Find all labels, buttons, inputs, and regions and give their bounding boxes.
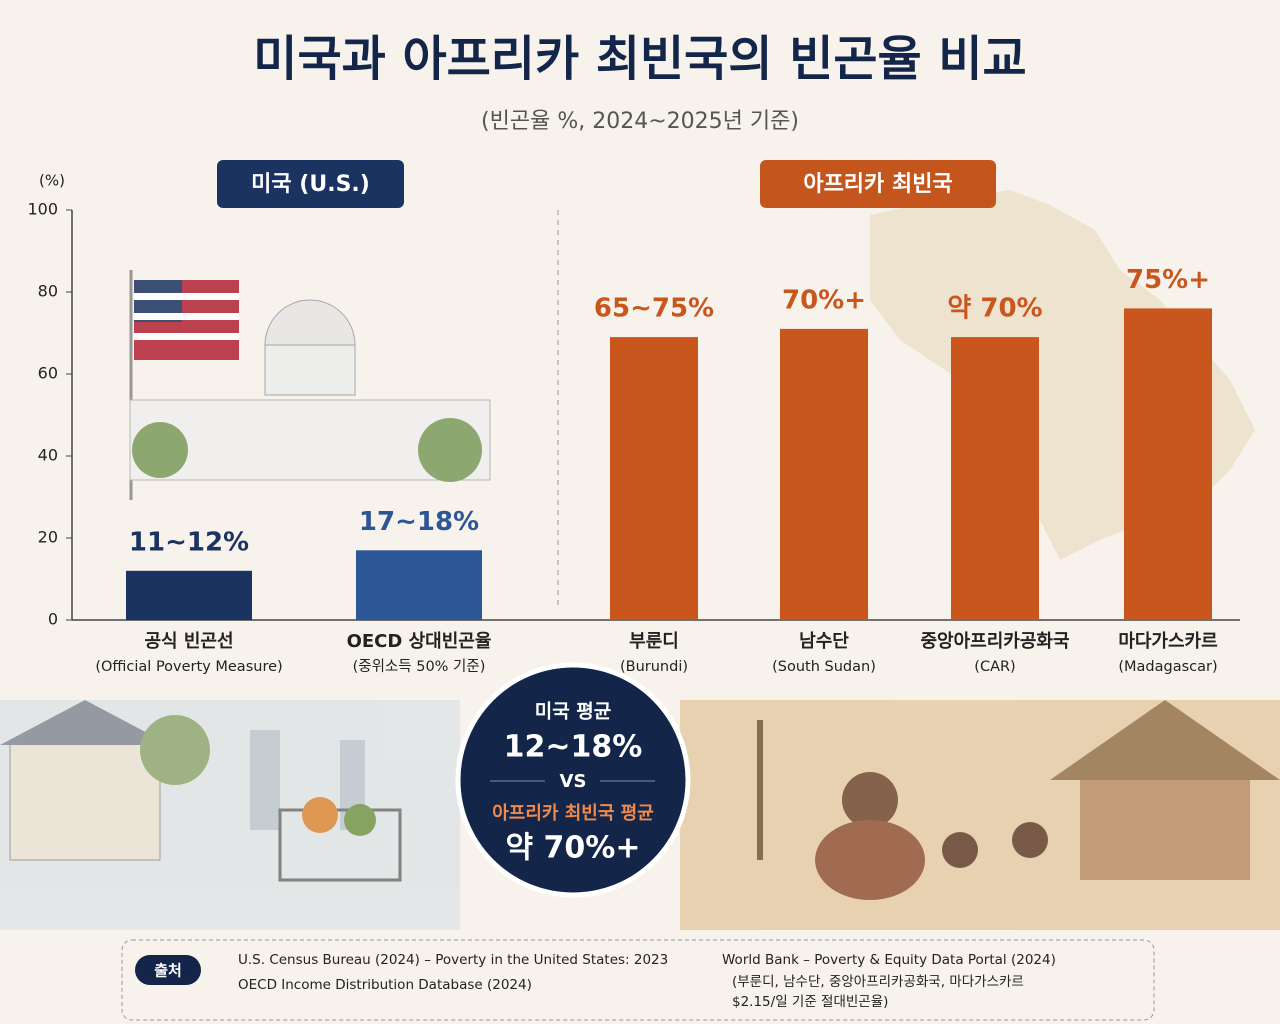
us-average-label: 미국 평균 <box>535 701 612 723</box>
x-tick-label: 공식 빈곤선 <box>144 631 233 652</box>
bar <box>1124 308 1212 620</box>
group-header <box>760 160 996 208</box>
value-label: 11~12% <box>129 527 249 557</box>
value-label: 70%+ <box>782 285 866 315</box>
source-note: (부룬디, 남수단, 중앙아프리카공화국, 마다가스카르 <box>732 974 1024 990</box>
group-label: 아프리카 최빈국 <box>803 172 952 197</box>
bar <box>951 337 1039 620</box>
capitol-illustration <box>129 270 491 500</box>
x-tick-label: 마다가스카르 <box>1118 631 1217 652</box>
x-tick-sublabel: (CAR) <box>974 659 1015 675</box>
us-scene <box>0 700 460 930</box>
x-tick-sublabel: (Burundi) <box>620 659 688 675</box>
y-tick-label: 20 <box>38 528 58 547</box>
bar <box>780 328 868 620</box>
x-tick-label: 부룬디 <box>629 631 679 652</box>
comparison-badge <box>455 662 691 898</box>
africa-average-value: 약 70%+ <box>506 831 641 866</box>
source-item: World Bank – Poverty & Equity Data Porta… <box>722 952 1056 968</box>
y-tick-label: 100 <box>27 200 58 219</box>
bar <box>126 570 252 620</box>
y-unit: (%) <box>39 172 65 190</box>
sources-box <box>121 939 1155 1021</box>
y-tick-label: 80 <box>38 282 58 301</box>
group-header <box>217 160 404 208</box>
x-tick-sublabel: (Madagascar) <box>1118 659 1217 675</box>
bar <box>356 550 482 620</box>
subtitle: (빈곤율 %, 2024~2025년 기준) <box>481 109 799 134</box>
title: 미국과 아프리카 최빈국의 빈곤율 비교 <box>253 31 1026 87</box>
africa-average-label: 아프리카 최빈국 평균 <box>492 803 654 824</box>
value-label: 65~75% <box>594 294 714 324</box>
group-label: 미국 (U.S.) <box>251 172 370 197</box>
y-tick-label: 40 <box>38 446 58 465</box>
x-tick-sublabel: (중위소득 50% 기준) <box>353 658 486 675</box>
x-tick-sublabel: (South Sudan) <box>772 659 876 675</box>
source-note: $2.15/일 기준 절대빈곤율) <box>732 994 888 1010</box>
y-tick-label: 0 <box>48 610 58 629</box>
x-tick-label: 중앙아프리카공화국 <box>920 631 1069 652</box>
sources-label: 출처 <box>154 962 182 980</box>
y-tick-label: 60 <box>38 364 58 383</box>
value-label: 약 70% <box>947 294 1042 324</box>
africa-scene <box>680 700 1280 930</box>
us-average-value: 12~18% <box>504 730 643 765</box>
bar <box>610 337 698 620</box>
source-item: U.S. Census Bureau (2024) – Poverty in t… <box>238 952 668 968</box>
value-label: 17~18% <box>359 507 479 537</box>
sources-pill <box>135 955 201 985</box>
x-tick-label: OECD 상대빈곤율 <box>347 631 492 652</box>
value-label: 75%+ <box>1126 265 1210 295</box>
x-tick-sublabel: (Official Poverty Measure) <box>95 659 282 675</box>
source-item: OECD Income Distribution Database (2024) <box>238 977 532 993</box>
vs-label: VS <box>560 771 587 792</box>
x-tick-label: 남수단 <box>799 631 849 652</box>
